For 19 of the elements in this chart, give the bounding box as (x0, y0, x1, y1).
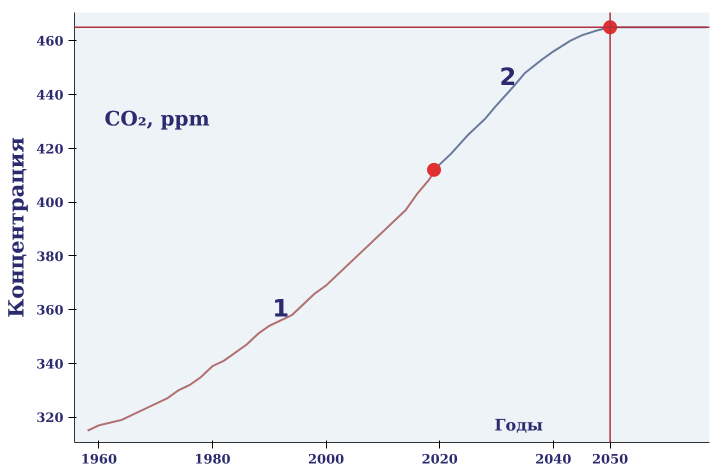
x-tick-label: 2040 (535, 452, 572, 466)
annotation: 2 (500, 63, 516, 92)
y-tick-label: 400 (36, 196, 64, 212)
y-tick-label: 340 (36, 357, 64, 372)
x-tick-label: 1960 (80, 452, 118, 466)
text: CO₂, ppm (104, 106, 210, 130)
y-axis-title: Концентрация (3, 137, 28, 318)
annotation: 1 (272, 294, 290, 322)
x-tick-label: 2020 (422, 452, 458, 466)
y-tick-label: 380 (36, 250, 64, 265)
x-tick-label: 1980 (194, 452, 231, 466)
x-axis-title: Годы (494, 416, 543, 434)
y-tick-label: 440 (36, 88, 64, 104)
x-tick-label: 2000 (308, 452, 344, 466)
y-tick-label: 460 (36, 34, 64, 50)
y-tick-label: 420 (36, 142, 64, 158)
y-tick-label: 320 (36, 411, 64, 426)
x-tick-label: 2050 (592, 452, 628, 466)
y-tick-label: 360 (36, 304, 64, 319)
